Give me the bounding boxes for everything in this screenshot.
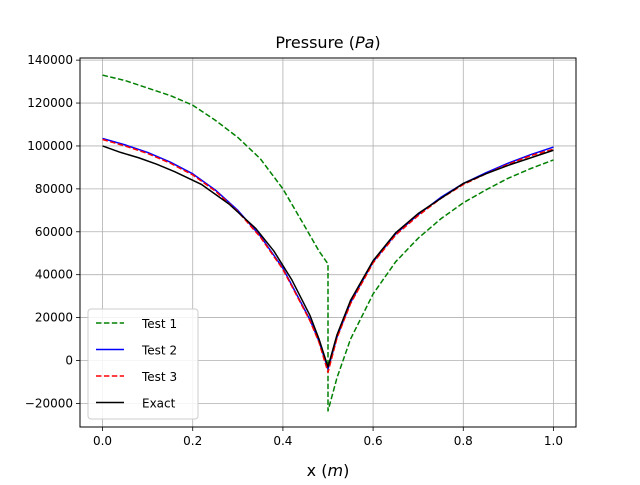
series-line-exact <box>102 145 554 368</box>
chart-title: Pressure (Pa) <box>275 33 380 52</box>
x-tick-label: 0.2 <box>183 434 202 448</box>
y-tick-label: 120000 <box>27 96 73 110</box>
x-tick-label: 0.8 <box>454 434 473 448</box>
legend-box <box>87 308 199 420</box>
series-line-test-3 <box>102 138 554 374</box>
x-tick-label: 0.0 <box>93 434 112 448</box>
legend-label: Test 1 <box>141 317 177 331</box>
y-tick-label: 100000 <box>27 139 73 153</box>
y-tick-label: 60000 <box>35 225 73 239</box>
y-tick-label: 0 <box>65 353 73 367</box>
x-tick-label: 0.6 <box>364 434 383 448</box>
x-tick-label: 0.4 <box>273 434 292 448</box>
x-axis-label: x (m) <box>307 461 350 480</box>
y-tick-label: 80000 <box>35 182 73 196</box>
legend: Test 1 Test 2 Test 3 Exact <box>87 308 199 420</box>
y-tick-label: 20000 <box>35 311 73 325</box>
x-tick-label: 1.0 <box>544 434 563 448</box>
legend-label: Exact <box>142 397 176 411</box>
axis-ticks: 0.0 0.2 0.4 0.6 0.8 1.0 −20000 0 20000 40000 60000… <box>25 53 563 448</box>
series-lines <box>102 74 554 412</box>
plot-frame <box>79 57 577 428</box>
y-tick-label: 40000 <box>35 268 73 282</box>
series-line-test-1 <box>102 74 554 412</box>
legend-label: Test 2 <box>141 344 177 358</box>
legend-label: Test 3 <box>141 370 177 384</box>
y-tick-label: −20000 <box>25 396 73 410</box>
y-tick-label: 140000 <box>27 53 73 67</box>
